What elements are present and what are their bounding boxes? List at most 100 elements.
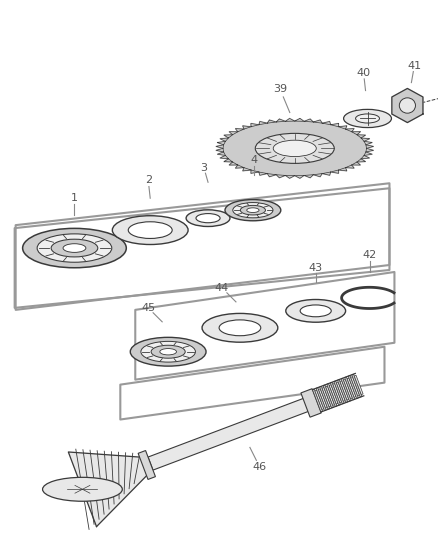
Polygon shape — [217, 152, 225, 156]
Polygon shape — [319, 386, 329, 409]
Polygon shape — [148, 398, 310, 470]
Ellipse shape — [159, 349, 176, 355]
Polygon shape — [251, 124, 258, 127]
Ellipse shape — [186, 210, 230, 227]
Polygon shape — [328, 385, 337, 404]
Text: 46: 46 — [252, 462, 266, 472]
Polygon shape — [363, 152, 371, 156]
Polygon shape — [353, 375, 362, 394]
Ellipse shape — [128, 222, 172, 238]
Polygon shape — [344, 377, 354, 400]
Polygon shape — [235, 165, 244, 168]
Text: 45: 45 — [141, 303, 155, 313]
Polygon shape — [350, 377, 359, 396]
Ellipse shape — [130, 337, 205, 366]
Polygon shape — [229, 162, 237, 165]
Polygon shape — [360, 138, 369, 141]
Ellipse shape — [23, 228, 126, 268]
Ellipse shape — [42, 478, 122, 501]
Polygon shape — [365, 148, 373, 152]
Ellipse shape — [255, 133, 333, 164]
Polygon shape — [356, 159, 365, 162]
Polygon shape — [363, 141, 371, 145]
Polygon shape — [267, 120, 276, 123]
Ellipse shape — [240, 205, 265, 215]
Ellipse shape — [195, 214, 219, 223]
Text: 3: 3 — [200, 163, 207, 173]
Polygon shape — [315, 387, 325, 410]
Polygon shape — [138, 450, 155, 480]
Text: 41: 41 — [406, 61, 420, 71]
Ellipse shape — [232, 203, 272, 218]
Polygon shape — [338, 168, 346, 171]
Polygon shape — [347, 375, 357, 399]
Ellipse shape — [151, 345, 185, 358]
Polygon shape — [351, 374, 361, 397]
Polygon shape — [314, 390, 323, 409]
Text: 39: 39 — [272, 84, 286, 94]
Polygon shape — [219, 156, 228, 159]
Ellipse shape — [141, 341, 195, 362]
Polygon shape — [325, 386, 334, 406]
Polygon shape — [258, 122, 267, 125]
Text: 43: 43 — [308, 263, 322, 273]
Text: 42: 42 — [362, 250, 376, 260]
Ellipse shape — [399, 98, 414, 113]
Polygon shape — [258, 172, 267, 175]
Polygon shape — [321, 122, 330, 125]
Ellipse shape — [272, 140, 315, 157]
Polygon shape — [340, 378, 350, 401]
Ellipse shape — [37, 234, 112, 262]
Ellipse shape — [224, 199, 280, 221]
Ellipse shape — [219, 320, 260, 336]
Polygon shape — [321, 172, 330, 175]
Text: 44: 44 — [214, 283, 229, 293]
Polygon shape — [313, 120, 321, 123]
Polygon shape — [68, 452, 146, 527]
Ellipse shape — [51, 239, 98, 257]
Polygon shape — [294, 118, 304, 122]
Polygon shape — [285, 175, 294, 179]
Text: 4: 4 — [250, 155, 257, 165]
Ellipse shape — [355, 114, 378, 123]
Ellipse shape — [246, 208, 258, 213]
Polygon shape — [321, 387, 330, 407]
Polygon shape — [223, 121, 366, 176]
Polygon shape — [365, 145, 373, 148]
Polygon shape — [300, 389, 321, 417]
Ellipse shape — [201, 313, 277, 342]
Text: 2: 2 — [145, 175, 152, 185]
Polygon shape — [322, 385, 332, 408]
Polygon shape — [242, 126, 251, 129]
Polygon shape — [356, 135, 365, 138]
Polygon shape — [346, 378, 355, 397]
Polygon shape — [360, 156, 369, 159]
Ellipse shape — [343, 109, 391, 127]
Polygon shape — [215, 145, 223, 148]
Polygon shape — [304, 175, 313, 178]
Text: 40: 40 — [356, 68, 370, 78]
Polygon shape — [267, 174, 276, 177]
Polygon shape — [333, 381, 343, 404]
Polygon shape — [219, 138, 228, 141]
Polygon shape — [345, 128, 353, 132]
Polygon shape — [329, 382, 340, 405]
Polygon shape — [229, 132, 237, 135]
Polygon shape — [276, 175, 285, 178]
Polygon shape — [391, 88, 422, 123]
Ellipse shape — [285, 300, 345, 322]
Polygon shape — [215, 148, 223, 152]
Polygon shape — [343, 379, 352, 399]
Polygon shape — [351, 162, 360, 165]
Polygon shape — [251, 170, 258, 173]
Polygon shape — [294, 175, 304, 179]
Polygon shape — [330, 124, 338, 127]
Polygon shape — [337, 379, 347, 402]
Polygon shape — [326, 384, 336, 407]
Polygon shape — [351, 132, 360, 135]
Polygon shape — [285, 118, 294, 122]
Polygon shape — [332, 383, 341, 403]
Polygon shape — [276, 119, 285, 122]
Polygon shape — [217, 141, 225, 145]
Polygon shape — [223, 159, 232, 162]
